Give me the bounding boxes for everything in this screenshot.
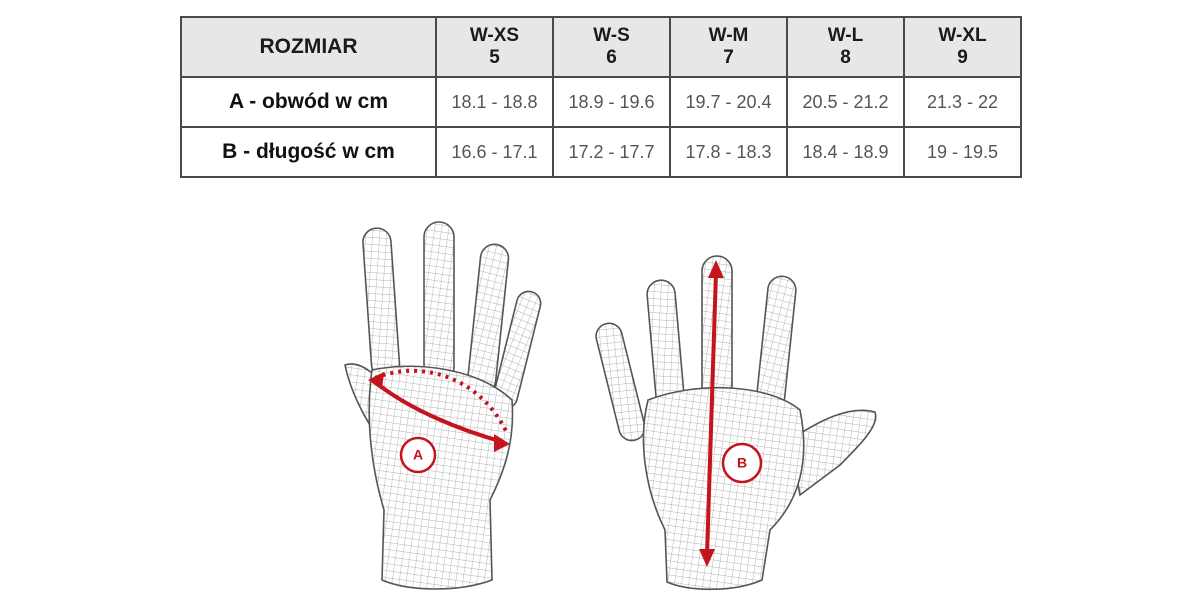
- size-number: 9: [957, 47, 968, 68]
- size-name: W-M: [708, 25, 749, 46]
- size-name: W-S: [593, 25, 630, 46]
- right-hand: [595, 255, 877, 591]
- header-row: ROZMIAR W-XS 5 W-S 6 W-M 7 W-L 8 W-XL 9: [180, 16, 1022, 78]
- header-cell: ROZMIAR: [180, 16, 437, 78]
- size-name: W-L: [827, 25, 864, 46]
- size-number: 6: [606, 47, 617, 68]
- header-cell: W-M 7: [669, 16, 788, 78]
- measure-b: B: [699, 260, 763, 567]
- label-a: A: [413, 447, 423, 463]
- label-b: B: [737, 455, 747, 471]
- row-label: B - długość w cm: [180, 126, 437, 178]
- header-cell: W-XL 9: [903, 16, 1022, 78]
- cell: 17.8 - 18.3: [669, 126, 788, 178]
- row: A - obwód w cm 18.1 - 18.8 18.9 - 19.6 1…: [180, 76, 1022, 128]
- cell: 21.3 - 22: [903, 76, 1022, 128]
- cell: 18.1 - 18.8: [435, 76, 554, 128]
- cell: 18.9 - 19.6: [552, 76, 671, 128]
- size-name: W-XL: [938, 25, 987, 46]
- header-cell: W-S 6: [552, 16, 671, 78]
- size-number: 7: [723, 47, 734, 68]
- row-label: A - obwód w cm: [180, 76, 437, 128]
- cell: 20.5 - 21.2: [786, 76, 905, 128]
- size-table: ROZMIAR W-XS 5 W-S 6 W-M 7 W-L 8 W-XL 9 A - o…: [180, 16, 1022, 178]
- size-name: W-XS: [469, 25, 520, 46]
- header-cell: W-XS 5: [435, 16, 554, 78]
- cell: 18.4 - 18.9: [786, 126, 905, 178]
- cell: 19 - 19.5: [903, 126, 1022, 178]
- size-number: 5: [489, 47, 500, 68]
- header-cell: W-L 8: [786, 16, 905, 78]
- cell: 17.2 - 17.7: [552, 126, 671, 178]
- row: B - długość w cm 16.6 - 17.1 17.2 - 17.7…: [180, 126, 1022, 178]
- measure-a: A: [368, 368, 510, 474]
- cell: 16.6 - 17.1: [435, 126, 554, 178]
- left-hand: [344, 221, 542, 590]
- size-number: 8: [840, 47, 851, 68]
- cell: 19.7 - 20.4: [669, 76, 788, 128]
